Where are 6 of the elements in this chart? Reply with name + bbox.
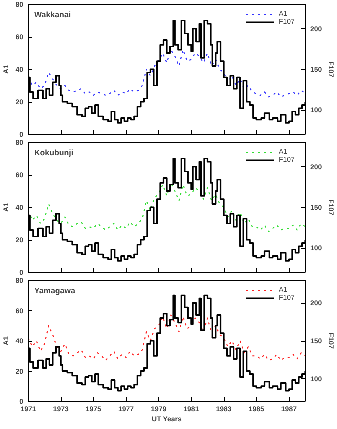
text: Kokubunji (34, 148, 74, 158)
line-series (28, 314, 306, 362)
line-series (28, 182, 306, 232)
line-series (28, 49, 306, 98)
text: Wakkanai (34, 10, 72, 20)
text: Yamagawa (34, 286, 76, 296)
